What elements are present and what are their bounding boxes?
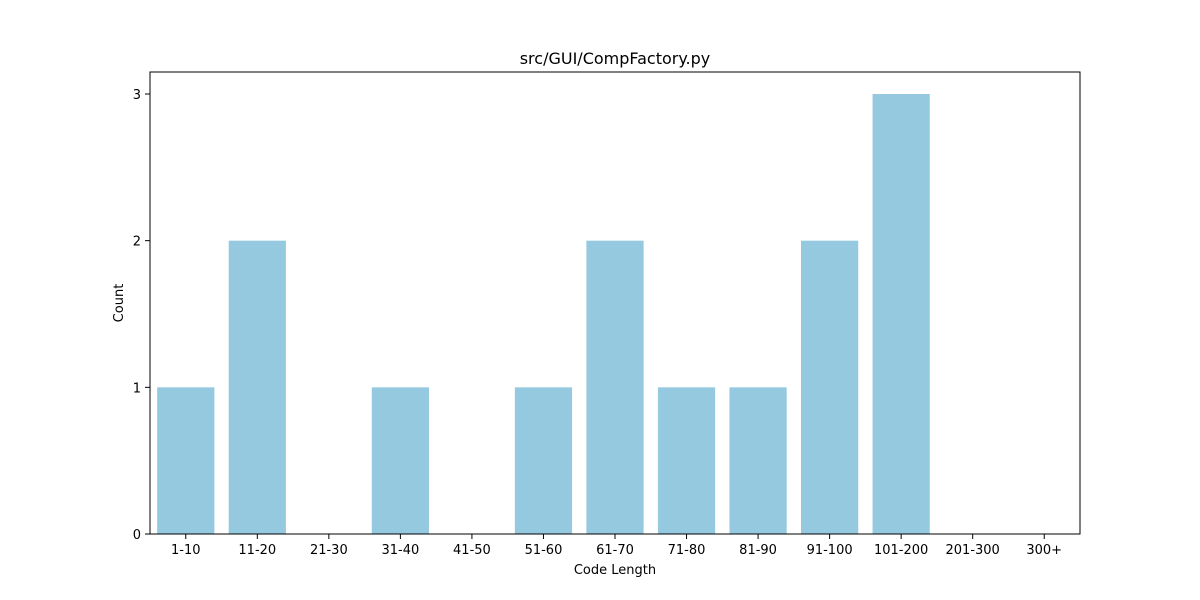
- bar-61-70: [586, 240, 644, 534]
- bar-71-80: [657, 387, 716, 534]
- x-tick-label: 21-30: [310, 543, 348, 558]
- x-tick-label: 81-90: [739, 543, 777, 558]
- bar-51-60: [514, 387, 573, 534]
- x-tick-label: 1-10: [171, 543, 201, 558]
- x-tick-label: 61-70: [596, 543, 634, 558]
- bar-91-100: [801, 240, 859, 534]
- x-tick-label: 41-50: [453, 543, 491, 558]
- x-tick-label: 300+: [1026, 543, 1062, 558]
- x-tick-label: 201-300: [946, 543, 1000, 558]
- x-tick-label: 101-200: [874, 543, 928, 558]
- bar-1-10: [157, 387, 215, 534]
- bar-31-40: [371, 387, 429, 534]
- y-axis-ticks: 0 1 2 3: [133, 88, 150, 543]
- y-tick-label: 1: [133, 381, 141, 396]
- x-tick-label: 91-100: [807, 543, 853, 558]
- y-tick-label: 0: [133, 528, 141, 543]
- x-tick-label: 11-20: [238, 543, 276, 558]
- bar-81-90: [729, 387, 787, 534]
- x-tick-label: 71-80: [668, 543, 706, 558]
- x-axis-ticks: 1-10 11-20 21-30 31-40 41-50 51-60 61-70 71-80 8…: [171, 534, 1062, 558]
- x-axis-label: Code Length: [574, 563, 656, 578]
- x-tick-label: 31-40: [381, 543, 419, 558]
- y-axis-label: Count: [112, 284, 127, 323]
- y-tick-label: 3: [133, 88, 141, 103]
- y-tick-label: 2: [133, 235, 141, 250]
- chart-title: src/GUI/CompFactory.py: [520, 49, 711, 68]
- x-tick-label: 51-60: [525, 543, 563, 558]
- bars-group: [157, 94, 930, 534]
- bar-101-200: [872, 94, 930, 534]
- bar-11-20: [228, 240, 286, 534]
